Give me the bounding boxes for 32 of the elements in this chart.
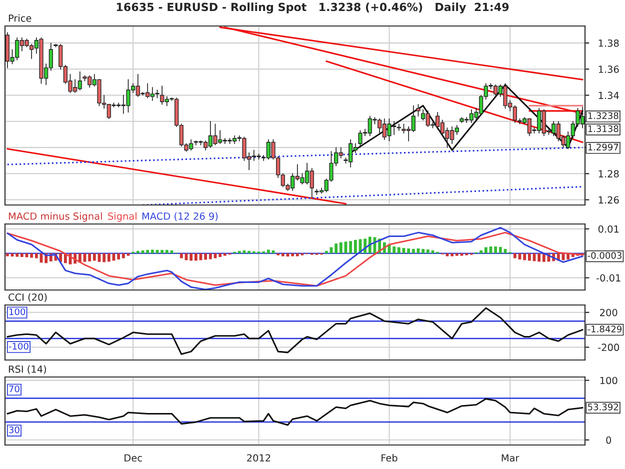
x-tick-label: Feb	[382, 454, 398, 462]
y-tick-label: 1.36	[598, 66, 619, 73]
chart-subtitle: RSI (14)	[8, 365, 46, 374]
text: -1.8429	[588, 326, 622, 332]
chart-subtitle: Price	[8, 14, 32, 22]
ref-line-label: 100	[9, 308, 26, 316]
chart-subtitle: CCI (20)	[8, 293, 47, 302]
y-tick-label: 0	[606, 436, 612, 444]
x-tick-label: 2012	[247, 454, 270, 462]
y-tick-label: 1.28	[598, 170, 619, 178]
ref-line-label: -100	[8, 342, 28, 350]
annotation: 1.2997	[588, 144, 618, 151]
y-tick-label: 1.26	[598, 196, 619, 204]
ref-line-label: 30	[9, 426, 20, 434]
y-tick-label: 100	[600, 376, 618, 384]
text: Signal	[108, 212, 136, 222]
text: MACD minus Signal	[8, 212, 102, 222]
text: 53.392	[588, 404, 618, 410]
x-tick-label: Dec	[124, 454, 142, 462]
annotation: 1.3238	[588, 112, 618, 120]
text: MACD (12 26 9)	[142, 212, 218, 221]
annotation: 1.3138	[588, 125, 618, 132]
y-tick-label: -0.01	[596, 274, 620, 282]
x-tick-label: Mar	[502, 454, 520, 462]
y-tick-label: 200	[600, 308, 618, 316]
chart-title: 16635 - EURUSD - Rolling Spot 1.3238 (+0.46%) Daily 21:49	[116, 2, 509, 14]
text: -0.0003	[588, 252, 622, 259]
y-tick-label: 1.38	[598, 39, 619, 47]
y-tick-label: 1.34	[598, 92, 619, 100]
y-tick-label: -200	[598, 344, 619, 352]
ref-line-label: 70	[9, 385, 20, 392]
y-tick-label: 0.01	[598, 225, 619, 233]
